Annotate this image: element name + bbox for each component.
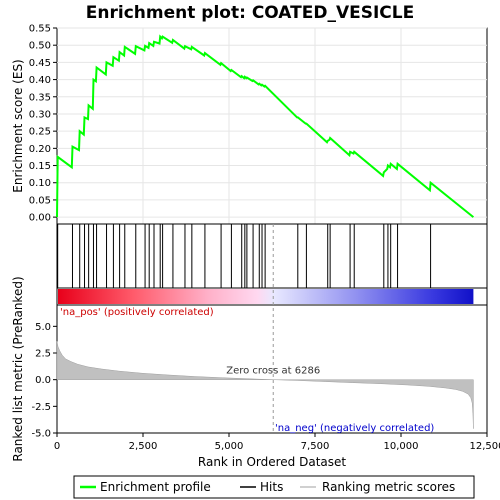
x-axis-ticks: 0 2,500 5,000 7,500 10,000 12,500 <box>54 433 500 452</box>
legend: Enrichment profile Hits Ranking metric s… <box>74 476 474 498</box>
metric-y-tick-label: 5.0 <box>35 322 51 333</box>
x-axis-label: Rank in Ordered Dataset <box>198 455 346 469</box>
es-y-tick-label: 0.40 <box>29 75 51 86</box>
x-tick-label: 2,500 <box>129 441 158 452</box>
es-y-axis-label: Enrichment score (ES) <box>11 59 25 192</box>
hits-panel-frame <box>57 224 487 288</box>
es-y-tick-label: 0.45 <box>29 58 51 69</box>
legend-label-metric: Ranking metric scores <box>322 480 455 494</box>
x-tick-label: 0 <box>54 441 60 452</box>
es-y-tick-label: 0.05 <box>29 195 51 206</box>
chart-title: Enrichment plot: COATED_VESICLE <box>86 3 414 23</box>
neg-correlated-label: 'na_neg' (negatively correlated) <box>275 423 434 434</box>
es-y-tick-label: 0.55 <box>29 24 51 35</box>
metric-y-tick-label: 2.5 <box>35 349 51 360</box>
es-y-tick-label: 0.50 <box>29 41 51 52</box>
metric-y-ticks: -5.0 -2.5 0.0 2.5 5.0 <box>31 322 57 440</box>
es-y-tick-label: 0.10 <box>29 178 51 189</box>
es-y-tick-label: 0.35 <box>29 92 51 103</box>
legend-label-enrichment: Enrichment profile <box>100 480 211 494</box>
es-y-tick-label: 0.00 <box>29 213 51 224</box>
hits-panel <box>57 224 487 305</box>
rank-color-bar <box>58 289 473 304</box>
metric-y-axis-label: Ranked list metric (PreRanked) <box>11 276 25 461</box>
x-tick-label: 5,000 <box>215 441 244 452</box>
x-tick-label: 10,000 <box>384 441 419 452</box>
es-y-tick-label: 0.20 <box>29 144 51 155</box>
es-y-tick-label: 0.15 <box>29 161 51 172</box>
zero-cross-label: Zero cross at 6286 <box>226 366 320 377</box>
legend-label-hits: Hits <box>260 480 283 494</box>
es-panel: 0.00 0.05 0.10 0.15 0.20 0.25 0.30 0.35 0.40 0.45… <box>11 24 487 225</box>
es-panel-frame <box>57 28 487 224</box>
pos-correlated-label: 'na_pos' (positively correlated) <box>60 307 214 318</box>
es-y-tick-label: 0.30 <box>29 109 51 120</box>
metric-y-tick-label: -5.0 <box>31 429 51 440</box>
x-tick-label: 7,500 <box>301 441 330 452</box>
x-tick-label: 12,500 <box>470 441 500 452</box>
es-y-tick-label: 0.25 <box>29 127 51 138</box>
metric-y-tick-label: -2.5 <box>31 402 51 413</box>
es-y-ticks: 0.00 0.05 0.10 0.15 0.20 0.25 0.30 0.35 0.40 0.45… <box>29 24 57 224</box>
metric-y-tick-label: 0.0 <box>35 375 51 386</box>
